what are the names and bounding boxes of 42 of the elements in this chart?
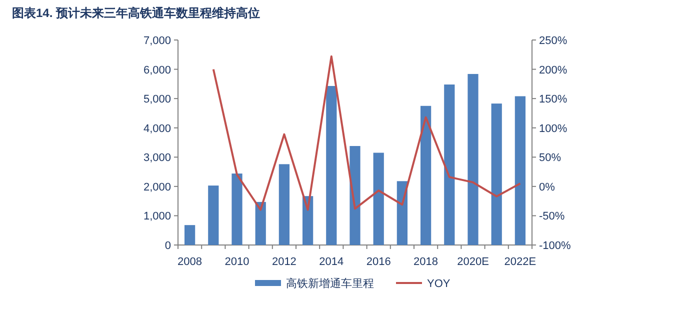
bar [373, 152, 384, 245]
bar [420, 106, 432, 245]
x-tick-label: 2020E [457, 256, 489, 268]
bar [468, 74, 478, 245]
y2-tick-label: 150% [539, 94, 568, 106]
bar [232, 174, 242, 245]
bar [396, 181, 408, 245]
bar [184, 225, 196, 245]
y2-tick-label: 50% [539, 152, 562, 164]
legend-label: YOY [427, 278, 451, 290]
y2-tick-label: 0% [539, 181, 556, 194]
y-tick-label: 0 [164, 240, 171, 252]
y-tick-label: 2,000 [143, 181, 171, 194]
bar [278, 164, 290, 245]
y-tick-label: 1,000 [143, 210, 171, 223]
bar [255, 202, 266, 245]
bar [514, 96, 526, 245]
bar [491, 104, 502, 245]
line-series [212, 55, 522, 211]
bar [444, 84, 455, 245]
y-tick-label: 3,000 [143, 152, 171, 164]
y2-tick-label: 250% [539, 35, 568, 47]
bar [208, 186, 219, 245]
x-tick-label: 2016 [366, 256, 391, 268]
x-tick-label: 2022E [504, 256, 536, 268]
y2-tick-label: -50% [539, 210, 565, 223]
y2-tick-label: 100% [539, 122, 568, 135]
x-tick-label: 2018 [414, 256, 438, 268]
y2-tick-label: 200% [539, 64, 568, 76]
y-tick-label: 6,000 [143, 64, 171, 76]
chart-title: 图表14. 预计未来三年高铁通车数里程维持高位 [12, 6, 260, 20]
bar [326, 86, 337, 245]
x-tick-label: 2008 [178, 256, 202, 268]
bar [350, 146, 360, 245]
x-tick-label: 2014 [319, 256, 344, 268]
y-tick-label: 7,000 [143, 35, 171, 47]
y-tick-label: 4,000 [143, 122, 171, 135]
x-tick-label: 2012 [272, 256, 296, 268]
legend-label: 高铁新增通车里程 [286, 277, 374, 290]
y-tick-label: 5,000 [143, 94, 171, 106]
x-tick-label: 2010 [224, 256, 250, 268]
y2-tick-label: -100% [539, 240, 572, 252]
